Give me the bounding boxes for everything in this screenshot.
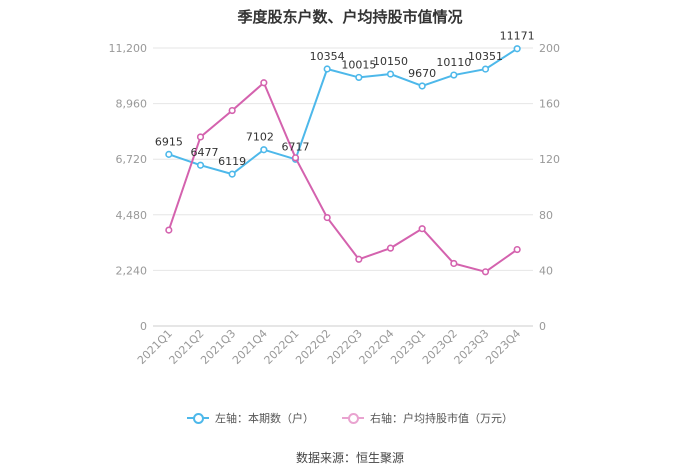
legend-label-market-value: 右轴：户均持股市值（万元） (370, 412, 513, 425)
point-market-value[interactable] (355, 255, 363, 263)
point-market-value[interactable] (386, 244, 395, 252)
chart-legend: 左轴：本期数（户） 右轴：户均持股市值（万元） (0, 410, 700, 426)
right-axis-tick: 200 (539, 42, 560, 55)
legend-swatch-market-value (342, 413, 364, 424)
point-market-value[interactable] (450, 259, 458, 268)
data-label: 10351 (468, 50, 503, 63)
right-axis-tick: 160 (539, 98, 560, 111)
data-label: 6477 (191, 146, 219, 159)
data-label: 10015 (341, 58, 376, 71)
data-label: 6717 (282, 140, 310, 153)
point-market-value[interactable] (260, 79, 268, 87)
right-axis-tick: 40 (539, 264, 553, 277)
point-households[interactable] (355, 73, 363, 82)
point-market-value[interactable] (418, 225, 426, 233)
left-axis-tick: 0 (140, 320, 147, 333)
point-households[interactable] (418, 82, 426, 90)
point-market-value[interactable] (165, 226, 173, 234)
data-label: 7102 (246, 131, 274, 144)
left-axis-tick: 2,240 (116, 264, 148, 277)
right-axis-tick: 0 (539, 320, 546, 333)
data-label: 10354 (310, 50, 345, 63)
legend-item-households[interactable]: 左轴：本期数（户） (187, 410, 314, 426)
series-line-market-value (167, 81, 518, 273)
point-market-value[interactable] (481, 268, 490, 276)
data-label: 10110 (436, 56, 471, 69)
x-axis-tick: 2023Q4 (483, 327, 523, 367)
data-label: 6915 (155, 135, 183, 148)
point-households[interactable] (228, 170, 236, 178)
data-label: 9670 (408, 67, 436, 80)
point-market-value[interactable] (228, 106, 236, 115)
point-market-value[interactable] (513, 245, 521, 254)
point-market-value[interactable] (323, 213, 331, 222)
data-label: 6119 (218, 155, 246, 168)
point-market-value[interactable] (291, 154, 300, 162)
data-source: 数据来源：恒生聚源 (295, 451, 404, 465)
data-label: 11171 (500, 30, 535, 43)
point-households[interactable] (165, 150, 173, 158)
point-households[interactable] (481, 65, 490, 73)
series-line-households (168, 47, 518, 176)
left-axis-tick: 4,480 (116, 209, 148, 222)
point-households[interactable] (513, 45, 521, 53)
point-households[interactable] (450, 71, 458, 79)
point-households[interactable] (196, 161, 205, 169)
point-households[interactable] (323, 65, 331, 73)
right-axis-tick: 120 (539, 153, 560, 166)
point-households[interactable] (260, 146, 268, 154)
legend-swatch-households (187, 413, 209, 424)
data-label: 10150 (373, 55, 408, 68)
chart-title: 季度股东户数、户均持股市值情况 (237, 8, 463, 26)
point-households[interactable] (386, 70, 395, 78)
left-axis-tick: 11,200 (109, 42, 148, 55)
right-axis-tick: 80 (539, 209, 553, 222)
legend-item-market-value[interactable]: 右轴：户均持股市值（万元） (342, 410, 513, 426)
legend-label-households: 左轴：本期数（户） (215, 412, 314, 425)
point-market-value[interactable] (196, 133, 205, 141)
left-axis-tick: 6,720 (116, 153, 148, 166)
left-axis-tick: 8,960 (116, 98, 148, 111)
